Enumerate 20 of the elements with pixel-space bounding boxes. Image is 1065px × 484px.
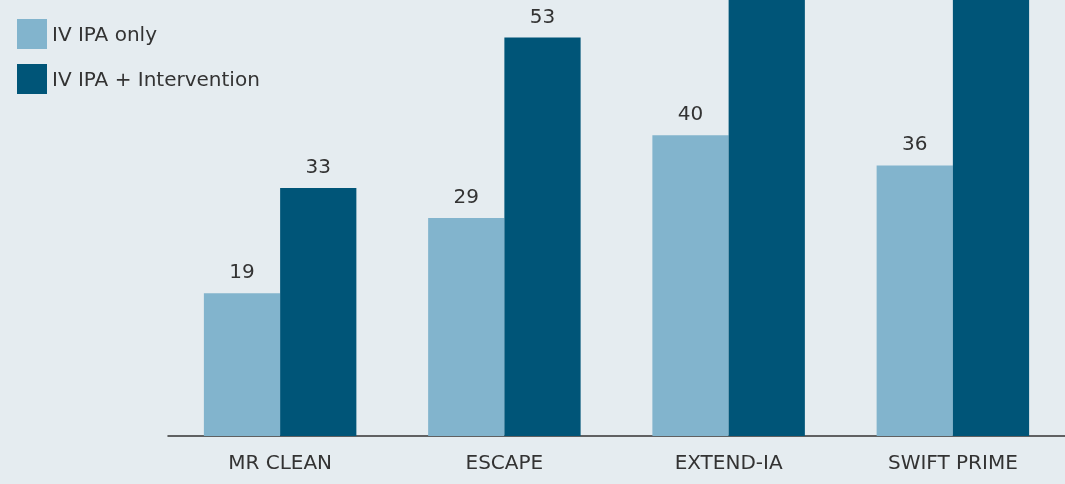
data-label: 33 [305,153,331,178]
bar [952,0,1030,436]
data-label: 19 [229,259,255,284]
legend-label: IV IPA + Intervention [52,67,260,91]
legend-label: IV IPA only [52,22,158,46]
bar [652,135,729,436]
data-label: 36 [902,131,928,156]
bar [428,218,505,436]
x-tick-label: SWIFT PRIME [887,450,1018,474]
data-label: 29 [453,184,479,208]
bar [728,0,805,436]
bar [280,187,357,436]
bar [203,293,281,436]
bar [504,37,581,436]
x-tick-label: EXTEND-IA [674,450,783,474]
bar [876,165,953,436]
data-label: 40 [677,101,704,126]
x-tick-label: MR CLEAN [228,450,333,474]
data-label: 53 [529,3,556,28]
x-tick-label: ESCAPE [465,450,544,474]
